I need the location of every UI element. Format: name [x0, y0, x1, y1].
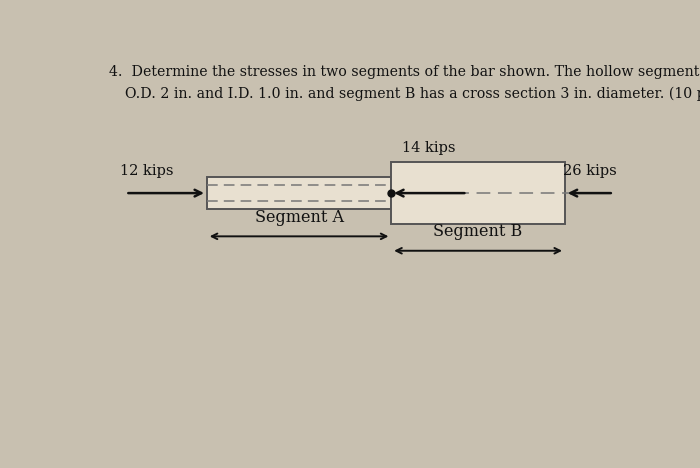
Text: 26 kips: 26 kips [563, 164, 617, 178]
Text: O.D. 2 in. and I.D. 1.0 in. and segment B has a cross section 3 in. diameter. (1: O.D. 2 in. and I.D. 1.0 in. and segment … [125, 87, 700, 101]
Text: Segment B: Segment B [433, 223, 523, 240]
Text: 12 kips: 12 kips [120, 164, 174, 178]
Bar [207, 177, 391, 209]
Text: 14 kips: 14 kips [402, 141, 456, 155]
Text: Segment A: Segment A [255, 209, 344, 226]
Bar [391, 162, 565, 224]
Text: 4.  Determine the stresses in two segments of the bar shown. The hollow segment : 4. Determine the stresses in two segment… [109, 65, 700, 79]
